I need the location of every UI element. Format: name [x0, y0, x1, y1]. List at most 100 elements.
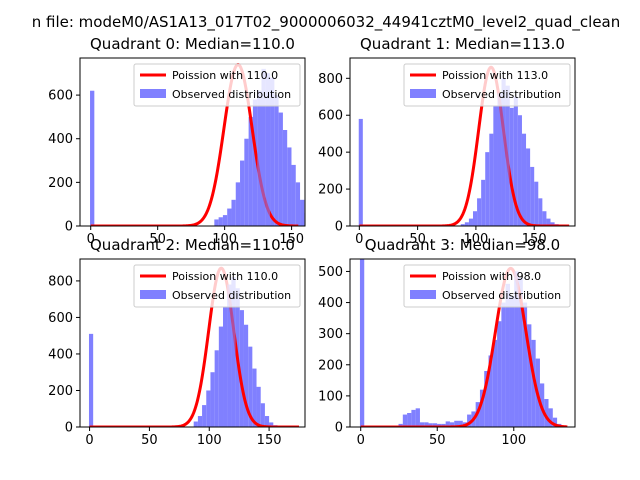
quadrant-3-ytick-label: 0 — [335, 421, 343, 436]
quadrant-3-hist-bar — [411, 409, 416, 427]
legend-box — [403, 264, 571, 308]
quadrant-0-hist-bar — [282, 130, 288, 226]
quadrant-1-xtick-label: 50 — [409, 232, 426, 247]
quadrant-2-hist-bar — [193, 421, 198, 427]
legend-box — [133, 264, 301, 308]
quadrant-2-axes-frame — [79, 258, 306, 428]
quadrant-2-title: Quadrant 2: Median=110.0 — [90, 236, 295, 254]
quadrant-0-xtick-label: 50 — [149, 232, 166, 247]
quadrant-3-xtick-label: 100 — [501, 433, 526, 448]
quadrant-0-hist-bar — [278, 112, 283, 226]
quadrant-2-hist-bar — [218, 326, 224, 427]
quadrant-1-hist-overlay-bar — [497, 93, 502, 226]
quadrant-0-hist-bar — [309, 219, 313, 226]
quadrant-0-hist-bar — [240, 160, 245, 226]
quadrant-3-ytick-label: 500 — [318, 265, 343, 280]
quadrant-3-xtick-label: 50 — [429, 433, 446, 448]
quadrant-1-title: Quadrant 1: Median=113.0 — [360, 35, 565, 53]
quadrant-3-hist-bar — [467, 414, 472, 427]
quadrant-2-xtick-label: 0 — [85, 433, 93, 448]
quadrant-1-hist-bar — [460, 224, 465, 226]
quadrant-1-hist-bar — [489, 133, 494, 226]
quadrant-0-hist-bar — [300, 199, 305, 226]
quadrant-2-chart: 0 50 100 150 0 200 400 600 800 Poission with 110.… — [48, 236, 306, 448]
legend-observed-label: Observed distribution — [442, 289, 561, 302]
quadrant-0-hist-bar — [227, 208, 232, 226]
legend-observed-label: Observed distribution — [172, 88, 291, 101]
quadrant-0-hist-bar — [244, 138, 249, 226]
quadrant-3-hist-bar — [402, 414, 408, 427]
quadrant-3-poisson-line — [359, 266, 569, 427]
quadrant-1-chart: 0 50 100 150 0 200 400 600 800 Poission with 113.… — [318, 35, 576, 247]
quadrant-0-hist-overlay-bar — [261, 68, 266, 226]
quadrant-0-hist-bar — [218, 217, 223, 226]
quadrant-2-hist-bar — [248, 346, 253, 427]
quadrant-2-plot-area — [88, 266, 300, 427]
quadrant-0-plot-area — [89, 63, 321, 226]
quadrant-2-hist-bar — [202, 405, 207, 427]
quadrant-0-xtick-label: 0 — [87, 232, 95, 247]
quadrant-3-ytick-label: 200 — [318, 358, 343, 373]
quadrant-1-hist-bar — [468, 218, 473, 226]
quadrant-1-hist-bar — [517, 115, 522, 226]
quadrant-2-hist-overlay-bar — [231, 277, 236, 427]
quadrant-3-hist-bar — [552, 417, 558, 427]
quadrant-1-ytick-label: 200 — [318, 183, 343, 198]
quadrant-2-hist-bar — [260, 403, 265, 427]
quadrant-2-hist-overlay-bar — [223, 306, 228, 427]
legend-observed-swatch — [140, 290, 166, 299]
legend-observed-label: Observed distribution — [172, 289, 291, 302]
quadrant-0-xtick-label: 150 — [279, 232, 304, 247]
quadrant-1-hist-bar — [534, 181, 539, 226]
quadrant-1-hist-bar — [513, 96, 518, 226]
quadrant-1-hist-bar — [538, 198, 543, 226]
figure-suptitle: n file: modeM0/AS1A13_017T02_9000006032_… — [32, 13, 621, 32]
quadrant-3-hist-bar — [445, 421, 450, 427]
quadrant-2-hist-bar — [264, 416, 270, 427]
quadrant-3-hist-bar — [522, 302, 528, 427]
quadrant-0-hist-bar — [235, 182, 241, 226]
quadrant-3-hist-bar — [419, 422, 425, 427]
quadrant-0-hist-bar — [317, 225, 321, 226]
quadrant-0-hist-bar — [287, 147, 292, 226]
quadrant-2-xtick-label: 150 — [257, 433, 282, 448]
quadrant-3-title: Quadrant 3: Median=98.0 — [365, 236, 560, 254]
quadrant-2-hist-bar — [269, 422, 274, 427]
quadrant-0-hist-bar — [222, 215, 228, 226]
quadrant-1-hist-bar — [546, 218, 551, 226]
quadrant-3-hist-bar — [497, 321, 502, 427]
quadrant-2-ytick-label: 800 — [48, 274, 73, 289]
quadrant-3-ytick-label: 100 — [318, 389, 343, 404]
quadrant-3-hist-overlay-bar — [505, 283, 510, 427]
quadrant-1-ytick-label: 600 — [318, 109, 343, 124]
quadrant-3-hist-bar — [432, 423, 438, 427]
quadrant-3-hist-bar — [415, 408, 420, 427]
quadrant-2-hist-bar — [206, 390, 211, 427]
quadrant-3-hist-bar — [488, 355, 493, 427]
quadrant-2-ytick-label: 600 — [48, 311, 73, 326]
quadrant-0-hist-bar — [252, 99, 258, 226]
legend-poisson-label: Poission with 113.0 — [442, 69, 548, 82]
quadrant-0-hist-bar — [270, 77, 275, 226]
quadrant-3-hist-bar — [428, 423, 433, 427]
quadrant-0-hist-bar — [248, 116, 253, 226]
quadrant-0-chart: 0 50 100 150 0 200 400 600 Poission with 110.0 Ob… — [48, 35, 321, 247]
legend-observed-swatch — [410, 290, 436, 299]
legend-box — [133, 63, 301, 107]
quadrant-3-ytick-label: 300 — [318, 327, 343, 342]
quadrant-3-plot-area — [359, 259, 569, 427]
quadrant-0-hist-bar — [291, 164, 296, 226]
quadrant-1-xtick-label: 150 — [522, 232, 547, 247]
quadrant-1-hist-bar — [509, 107, 514, 226]
legend-observed-swatch — [410, 89, 436, 98]
quadrant-2-hist-bar — [256, 386, 261, 427]
quadrant-0-hist-bar — [90, 90, 95, 226]
quadrant-1-hist-bar — [472, 211, 478, 226]
quadrant-2-xtick-label: 100 — [197, 433, 222, 448]
quadrant-2-ytick-label: 400 — [48, 347, 73, 362]
quadrant-0-ytick-label: 400 — [48, 132, 73, 147]
quadrant-0-title: Quadrant 0: Median=110.0 — [90, 35, 295, 53]
quadrant-1-ytick-label: 0 — [335, 220, 343, 235]
quadrant-0-ytick-label: 200 — [48, 176, 73, 191]
